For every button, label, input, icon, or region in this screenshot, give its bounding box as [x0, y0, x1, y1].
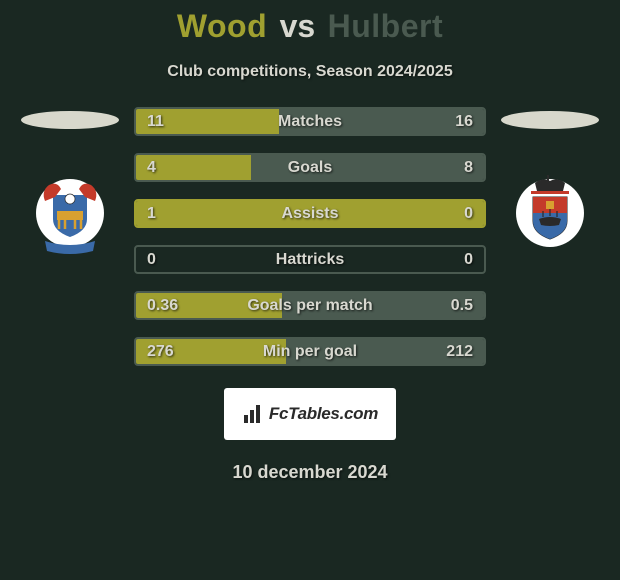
player2-club-crest	[515, 169, 585, 257]
right-value: 0	[464, 205, 473, 223]
subtitle: Club competitions, Season 2024/2025	[0, 63, 620, 81]
source-logo: FcTables.com	[224, 388, 396, 440]
main-content: 11 16 Matches 4 8 Goals 1 0 Assists 0 0 Hattricks 0.…	[0, 107, 620, 366]
stat-label: Matches	[278, 113, 342, 131]
stat-bar: 0.36 0.5 Goals per match	[134, 291, 486, 320]
player1-name: Wood	[177, 8, 267, 44]
date: 10 december 2024	[0, 462, 620, 483]
stat-bar: 0 0 Hattricks	[134, 245, 486, 274]
source-text: FcTables.com	[269, 404, 378, 424]
stat-label: Min per goal	[263, 343, 357, 361]
comparison-bars: 11 16 Matches 4 8 Goals 1 0 Assists 0 0 Hattricks 0.…	[134, 107, 486, 366]
left-value: 4	[147, 159, 156, 177]
stat-bar: 1 0 Assists	[134, 199, 486, 228]
vs-text: vs	[280, 8, 316, 44]
chart-icon	[242, 403, 264, 425]
right-column	[500, 107, 600, 257]
right-value: 212	[446, 343, 473, 361]
stat-label: Assists	[282, 205, 339, 223]
right-value: 0	[464, 251, 473, 269]
player1-club-crest	[35, 169, 105, 257]
right-fill	[251, 155, 484, 180]
comparison-title: Wood vs Hulbert	[0, 0, 620, 45]
player2-photo-placeholder	[501, 111, 599, 129]
right-value: 16	[455, 113, 473, 131]
right-value: 0.5	[451, 297, 473, 315]
left-value: 11	[147, 113, 164, 131]
left-value: 0.36	[147, 297, 178, 315]
left-value: 0	[147, 251, 156, 269]
stat-bar: 276 212 Min per goal	[134, 337, 486, 366]
left-value: 276	[147, 343, 174, 361]
stat-label: Goals per match	[247, 297, 372, 315]
left-value: 1	[147, 205, 156, 223]
stat-bar: 11 16 Matches	[134, 107, 486, 136]
right-value: 8	[464, 159, 473, 177]
stat-label: Hattricks	[276, 251, 344, 269]
stat-bar: 4 8 Goals	[134, 153, 486, 182]
player2-name: Hulbert	[328, 8, 444, 44]
stat-label: Goals	[288, 159, 332, 177]
player1-photo-placeholder	[21, 111, 119, 129]
left-column	[20, 107, 120, 257]
